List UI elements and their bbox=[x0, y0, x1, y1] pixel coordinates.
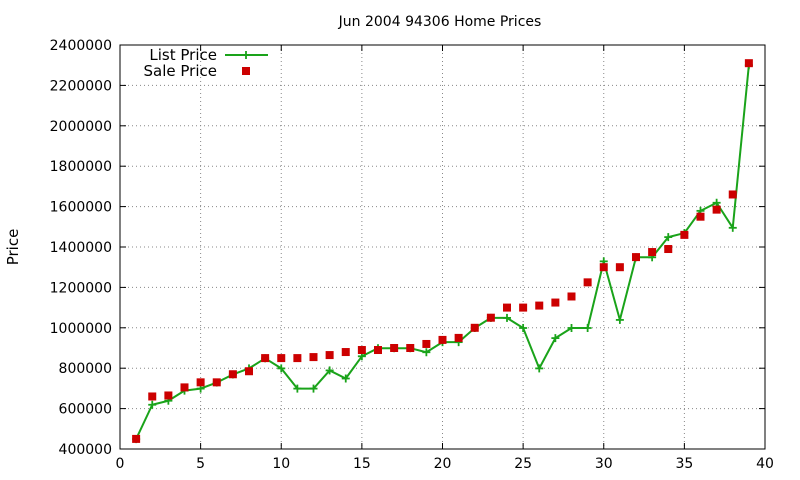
plot-frame bbox=[119, 44, 766, 450]
list-price-point bbox=[567, 324, 576, 333]
sale-price-point bbox=[374, 346, 382, 355]
legend-label-list-price: List Price bbox=[149, 46, 217, 64]
list-price-point bbox=[422, 348, 431, 357]
series-sale-price bbox=[132, 59, 753, 443]
legend-marker-sale-price bbox=[242, 67, 250, 75]
sale-price-point bbox=[551, 298, 560, 307]
list-price-point bbox=[293, 384, 302, 393]
sale-price-point bbox=[696, 212, 705, 221]
sale-price-point bbox=[325, 351, 334, 360]
sale-price-point bbox=[212, 378, 221, 387]
list-price-point bbox=[325, 366, 334, 375]
sale-price-point bbox=[132, 434, 141, 443]
x-tick-label: 15 bbox=[353, 456, 371, 472]
sale-price-point bbox=[422, 339, 431, 348]
list-price-point bbox=[277, 364, 286, 373]
sale-price-point bbox=[196, 378, 205, 387]
list-price-point bbox=[309, 384, 318, 393]
legend-label-sale-price: Sale Price bbox=[144, 62, 217, 80]
list-price-point bbox=[712, 198, 721, 207]
sale-price-point bbox=[245, 367, 253, 376]
list-price-point bbox=[341, 374, 350, 383]
x-tick-label: 5 bbox=[196, 456, 205, 472]
sale-price-point bbox=[438, 335, 447, 344]
sale-price-point bbox=[309, 353, 318, 362]
sale-price-point bbox=[164, 391, 173, 400]
sale-price-point bbox=[567, 292, 576, 301]
y-tick-label: 2000000 bbox=[50, 119, 112, 135]
chart-title: Jun 2004 94306 Home Prices bbox=[338, 14, 542, 30]
sale-price-point bbox=[454, 333, 463, 342]
sale-price-point bbox=[293, 354, 302, 363]
sale-price-point bbox=[486, 313, 495, 322]
sale-price-point bbox=[744, 59, 753, 68]
sale-price-point bbox=[148, 392, 157, 401]
y-tick-label: 1400000 bbox=[50, 240, 112, 256]
legend-marker-list-price bbox=[242, 51, 250, 59]
sale-price-point bbox=[615, 263, 624, 272]
list-price-point bbox=[664, 233, 673, 242]
list-price-point bbox=[503, 313, 511, 322]
sale-price-point bbox=[648, 248, 657, 257]
y-tick-label: 2200000 bbox=[50, 78, 112, 94]
sale-price-point bbox=[728, 190, 737, 199]
sale-price-point bbox=[180, 383, 189, 392]
list-price-point bbox=[728, 223, 737, 232]
sale-price-point bbox=[599, 263, 608, 272]
sale-price-point bbox=[341, 348, 350, 357]
y-tick-label: 1200000 bbox=[50, 280, 112, 296]
sale-price-point bbox=[503, 303, 511, 312]
x-tick-label: 25 bbox=[514, 456, 532, 472]
list-price-point bbox=[583, 324, 592, 333]
x-tick-label: 0 bbox=[116, 456, 125, 472]
y-tick-label: 800000 bbox=[59, 361, 112, 377]
x-tick-label: 10 bbox=[272, 456, 290, 472]
y-tick-label: 2400000 bbox=[50, 38, 112, 54]
sale-price-point bbox=[664, 245, 673, 254]
y-tick-label: 1000000 bbox=[50, 321, 112, 337]
x-tick-label: 30 bbox=[595, 456, 613, 472]
sale-price-point bbox=[261, 354, 270, 363]
sale-price-point bbox=[680, 230, 689, 239]
series-layer bbox=[132, 59, 753, 444]
y-tick-label: 600000 bbox=[59, 402, 112, 418]
sale-price-point bbox=[470, 323, 479, 332]
sale-price-point bbox=[390, 344, 399, 352]
x-tick-label: 20 bbox=[434, 456, 452, 472]
y-tick-label: 1800000 bbox=[50, 159, 112, 175]
axis-ticks: 0 5 10 15 20 25 30 35 40 400000 600000 800000 100000… bbox=[50, 38, 774, 472]
y-axis-label: Price bbox=[4, 229, 22, 266]
list-price-point bbox=[148, 400, 157, 409]
x-tick-label: 35 bbox=[675, 456, 693, 472]
sale-price-point bbox=[535, 301, 544, 310]
list-price-point bbox=[551, 334, 560, 343]
sale-price-point bbox=[583, 278, 592, 287]
list-price-point bbox=[615, 315, 624, 324]
sale-price-point bbox=[357, 346, 366, 355]
sale-price-point bbox=[228, 370, 237, 379]
list-price-point bbox=[535, 364, 544, 373]
sale-price-point bbox=[632, 253, 640, 262]
sale-price-point bbox=[277, 354, 286, 363]
sale-price-point bbox=[712, 205, 721, 214]
sale-price-point bbox=[406, 344, 415, 352]
sale-price-point bbox=[519, 303, 528, 312]
y-tick-label: 1600000 bbox=[50, 200, 112, 216]
list-price-point bbox=[519, 324, 528, 333]
y-tick-label: 400000 bbox=[59, 442, 112, 458]
x-tick-label: 40 bbox=[756, 456, 774, 472]
